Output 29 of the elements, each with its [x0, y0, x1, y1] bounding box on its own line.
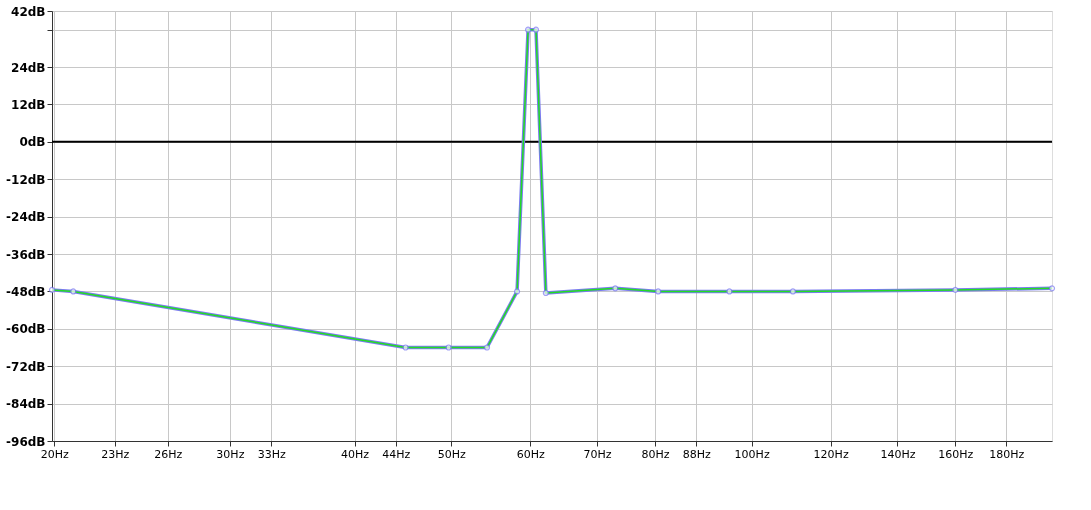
x-tick-label: 20Hz	[40, 447, 69, 461]
y-tick-label: 0dB	[19, 135, 46, 150]
y-tick-label: -84dB	[6, 397, 46, 412]
x-tick-label: 60Hz	[516, 447, 545, 461]
y-tick-label: 24dB	[11, 60, 46, 75]
x-tick-label: 23Hz	[101, 447, 130, 461]
y-tick-label: -96dB	[6, 434, 46, 449]
x-tick-label: 140Hz	[880, 447, 916, 461]
x-tick-label: 180Hz	[989, 447, 1025, 461]
y-tick-label: 42dB	[11, 4, 46, 19]
y-tick-label: -72dB	[6, 359, 46, 374]
x-tick-label: 44Hz	[382, 447, 411, 461]
y-tick-label: 12dB	[11, 97, 46, 112]
x-tick-label: 120Hz	[813, 447, 849, 461]
x-tick-label: 26Hz	[154, 447, 183, 461]
y-tick-label: -60dB	[6, 322, 46, 337]
x-tick-label: 80Hz	[641, 447, 670, 461]
y-tick-label: -48dB	[6, 284, 46, 299]
x-tick-label: 30Hz	[216, 447, 245, 461]
x-tick-label: 100Hz	[734, 447, 770, 461]
x-tick-label: 40Hz	[341, 447, 370, 461]
y-tick-label: -24dB	[6, 210, 46, 225]
y-tick-label: -36dB	[6, 247, 46, 262]
y-tick-label: -12dB	[6, 172, 46, 187]
x-tick-label: 88Hz	[682, 447, 711, 461]
x-tick-label: 33Hz	[257, 447, 286, 461]
x-tick-label: 50Hz	[437, 447, 466, 461]
x-tick-label: 70Hz	[583, 447, 612, 461]
x-tick-label: 160Hz	[938, 447, 974, 461]
